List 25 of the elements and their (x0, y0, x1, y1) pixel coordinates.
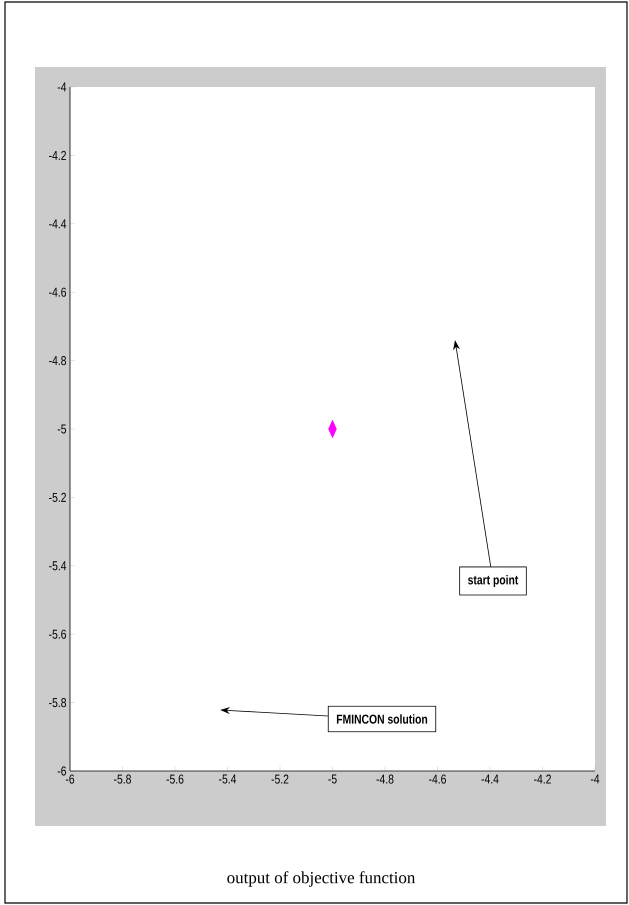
y-tick-label: -6 (58, 766, 66, 776)
x-tick-label: -5.6 (166, 774, 184, 784)
y-tick-label: -4.2 (49, 150, 66, 160)
x-tick-label: -4.4 (482, 774, 499, 784)
y-tick-label: -5.8 (49, 698, 66, 708)
y-tick-label: -4.8 (49, 356, 66, 366)
y-tick-label: -5 (58, 424, 66, 434)
x-tick-label: -4 (590, 774, 600, 784)
text: output of objective function (227, 871, 416, 887)
x-tick-label: -6 (66, 774, 74, 784)
annotation: start point (468, 574, 518, 588)
x-tick-label: -4.8 (376, 774, 394, 784)
annotation: FMINCON solution (336, 714, 428, 724)
x-tick-label: -5 (328, 774, 337, 784)
x-tick-label: -5.2 (272, 774, 288, 784)
y-tick-label: -5.2 (49, 492, 66, 502)
y-tick-label: -5.6 (49, 630, 66, 639)
y-tick-label: -5.4 (49, 561, 66, 570)
x-tick-label: -5.4 (219, 774, 236, 784)
x-tick-label: -5.8 (114, 774, 131, 784)
x-tick-label: -4.2 (534, 774, 551, 784)
x-tick-label: -4.6 (429, 774, 446, 784)
y-tick-label: -4.4 (49, 219, 66, 228)
y-tick-label: -4 (58, 82, 66, 92)
y-tick-label: -4.6 (49, 288, 66, 297)
